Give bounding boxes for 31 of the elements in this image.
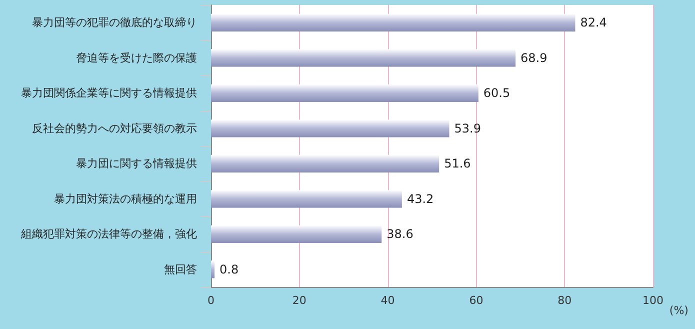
x-tick-label: 100 [642, 294, 664, 307]
bar [211, 14, 576, 32]
y-tick-label: 暴力団関係企業等に関する情報提供 [21, 86, 197, 100]
data-label: 60.5 [483, 86, 510, 100]
x-axis-title: (%) [669, 304, 688, 317]
data-label: 53.9 [454, 121, 481, 136]
x-tick-label: 40 [380, 294, 395, 307]
data-label: 51.6 [444, 156, 471, 171]
y-tick-label: 脅迫等を受けた際の保護 [76, 51, 197, 64]
data-label: 0.8 [220, 262, 239, 276]
bar [211, 84, 478, 102]
x-tick-label: 80 [558, 294, 572, 307]
data-label: 68.9 [520, 50, 548, 65]
y-tick-label: 暴力団等の犯罪の徹底的な取締り [32, 16, 197, 30]
bar [211, 120, 450, 138]
data-label: 82.4 [580, 16, 607, 30]
x-tick-label: 0 [208, 294, 214, 307]
bar [211, 154, 440, 172]
data-label: 38.6 [386, 227, 414, 242]
x-tick-label: 20 [292, 294, 306, 307]
y-tick-label: 暴力団対策法の積極的な運用 [54, 192, 197, 206]
y-tick-label: 暴力団に関する情報提供 [76, 157, 197, 170]
data-label: 43.2 [406, 192, 434, 206]
bar [211, 225, 382, 243]
y-tick-label: 組織犯罪対策の法律等の整備，強化 [20, 228, 197, 241]
bar [211, 260, 215, 278]
bar [211, 49, 516, 67]
y-tick-label: 無回答 [164, 262, 197, 276]
x-tick-label: 60 [469, 294, 484, 307]
y-tick-label: 反社会的勢力への対応要領の教示 [32, 122, 197, 135]
bar [211, 190, 402, 208]
